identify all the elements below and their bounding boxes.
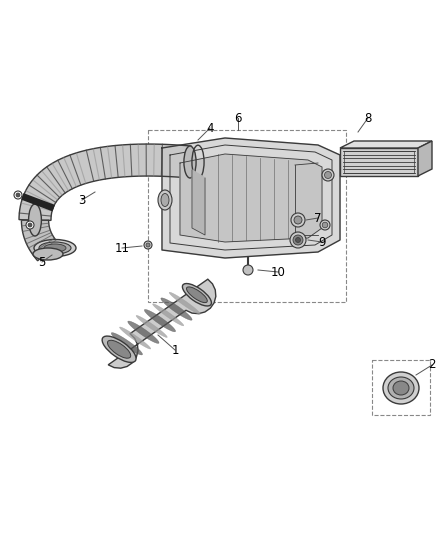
Polygon shape [162,138,340,258]
Text: 2: 2 [428,359,436,372]
Polygon shape [21,220,58,261]
Polygon shape [180,154,322,242]
Ellipse shape [33,248,63,260]
Ellipse shape [39,242,71,254]
Polygon shape [340,148,418,176]
Circle shape [26,221,34,229]
Polygon shape [192,170,205,235]
Ellipse shape [388,377,414,399]
Circle shape [16,193,20,197]
Polygon shape [144,310,176,332]
Ellipse shape [107,340,131,358]
Text: 9: 9 [318,236,326,248]
Ellipse shape [34,239,76,256]
Text: 6: 6 [234,111,242,125]
Circle shape [146,243,150,247]
Circle shape [291,213,305,227]
Text: 7: 7 [314,212,322,224]
Circle shape [290,232,306,248]
Polygon shape [169,292,200,314]
Circle shape [320,220,330,230]
Ellipse shape [161,193,169,206]
Ellipse shape [44,244,66,252]
Circle shape [28,223,32,227]
Text: 10: 10 [271,265,286,279]
Polygon shape [340,141,432,148]
Polygon shape [108,279,216,368]
Ellipse shape [393,381,409,395]
Circle shape [325,172,332,179]
Text: 4: 4 [206,122,214,134]
Ellipse shape [158,190,172,210]
Polygon shape [111,333,142,355]
Polygon shape [19,144,191,220]
Ellipse shape [102,336,136,362]
Polygon shape [418,141,432,176]
Text: 5: 5 [38,255,46,269]
Ellipse shape [184,146,196,178]
Circle shape [296,238,300,243]
Ellipse shape [28,204,42,236]
Text: 11: 11 [114,241,130,254]
Text: 8: 8 [364,111,372,125]
Text: 3: 3 [78,193,86,206]
Polygon shape [136,316,167,337]
Polygon shape [120,327,151,349]
Circle shape [293,235,303,245]
Circle shape [243,265,253,275]
Polygon shape [152,304,184,326]
Circle shape [294,216,302,224]
Circle shape [14,191,22,199]
Circle shape [322,222,328,228]
Polygon shape [161,298,192,320]
Circle shape [322,169,334,181]
Ellipse shape [182,284,212,306]
Ellipse shape [383,372,419,404]
Polygon shape [128,321,159,343]
Circle shape [144,241,152,249]
Ellipse shape [187,287,207,303]
Text: 1: 1 [171,343,179,357]
